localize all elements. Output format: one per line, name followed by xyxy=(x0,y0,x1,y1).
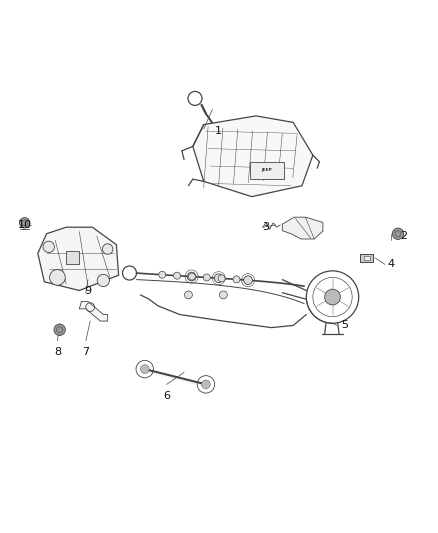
Circle shape xyxy=(54,324,65,335)
Circle shape xyxy=(141,365,149,374)
Circle shape xyxy=(97,274,110,287)
Polygon shape xyxy=(193,116,313,197)
Text: 8: 8 xyxy=(54,348,61,357)
Circle shape xyxy=(188,273,195,280)
Text: 9: 9 xyxy=(85,286,92,296)
Polygon shape xyxy=(79,302,108,321)
Text: 4: 4 xyxy=(387,260,394,269)
Circle shape xyxy=(19,217,30,228)
Text: 3: 3 xyxy=(262,222,269,232)
Circle shape xyxy=(159,271,166,278)
Circle shape xyxy=(187,272,196,281)
Circle shape xyxy=(102,244,113,254)
Circle shape xyxy=(218,275,225,282)
Circle shape xyxy=(43,241,54,253)
Circle shape xyxy=(392,228,404,239)
Text: JEEP: JEEP xyxy=(261,168,272,173)
Text: 7: 7 xyxy=(82,348,89,357)
Text: 10: 10 xyxy=(18,220,32,230)
Circle shape xyxy=(49,270,65,285)
Bar xyxy=(66,251,79,264)
Text: 6: 6 xyxy=(163,391,170,401)
Circle shape xyxy=(184,291,192,299)
Circle shape xyxy=(203,274,210,281)
Bar xyxy=(364,256,370,260)
Text: 5: 5 xyxy=(341,320,348,330)
Circle shape xyxy=(173,272,180,279)
Circle shape xyxy=(233,276,240,283)
Text: 2: 2 xyxy=(400,231,407,241)
Circle shape xyxy=(201,380,210,389)
Circle shape xyxy=(325,289,340,305)
Circle shape xyxy=(244,276,252,285)
Bar xyxy=(360,254,373,262)
Circle shape xyxy=(214,274,223,282)
Circle shape xyxy=(219,291,227,299)
Text: 1: 1 xyxy=(215,126,222,136)
Polygon shape xyxy=(283,217,323,239)
Polygon shape xyxy=(38,227,119,290)
FancyBboxPatch shape xyxy=(250,161,285,179)
